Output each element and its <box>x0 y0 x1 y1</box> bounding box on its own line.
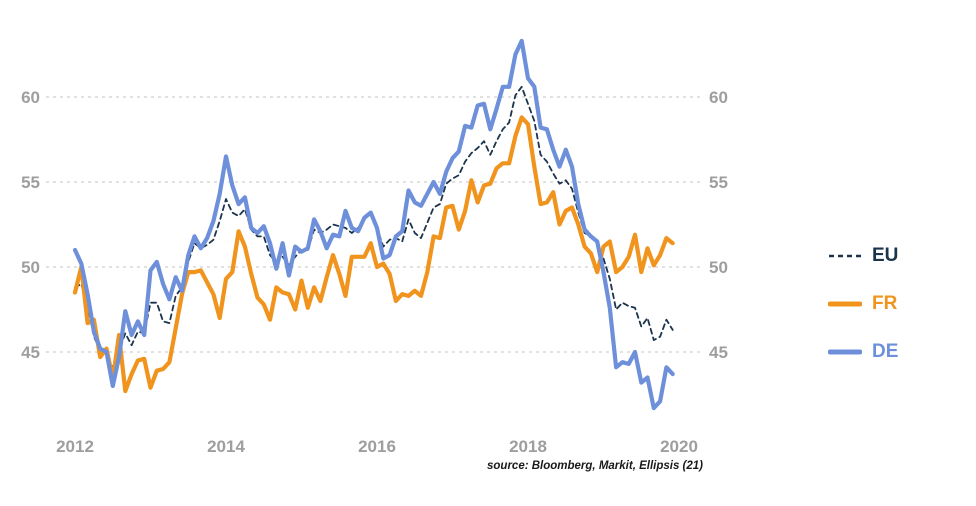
x-tick-label: 2016 <box>358 437 396 456</box>
source-note: source: Bloomberg, Markit, Ellipsis (21) <box>487 460 703 472</box>
x-tick-label: 2012 <box>56 437 94 456</box>
chart-svg: 45 45 50 50 55 55 60 60 2012 2014 2016 2018 2020 <box>21 38 728 456</box>
y-tick-label-right: 55 <box>709 173 728 192</box>
y-tick-label-right: 45 <box>709 343 728 362</box>
y-tick-label-left: 55 <box>21 173 40 192</box>
legend-label-fr: FR <box>872 293 898 314</box>
x-tick-label: 2018 <box>509 437 547 456</box>
y-tick-label-right: 60 <box>709 88 728 107</box>
legend-item-eu: EU <box>828 238 898 274</box>
legend-item-fr: FR <box>828 286 898 322</box>
x-tick-label: 2020 <box>660 437 698 456</box>
y-tick-label-left: 60 <box>21 88 40 107</box>
y-tick-label-right: 50 <box>709 258 728 277</box>
x-tick-label: 2014 <box>207 437 245 456</box>
legend-line-eu-icon <box>829 254 861 258</box>
series-line-fr <box>72 115 675 394</box>
legend-label-de: DE <box>872 341 899 362</box>
y-tick-label-left: 50 <box>21 258 40 277</box>
y-tick-label-left: 45 <box>21 343 40 362</box>
legend-label-eu: EU <box>872 245 899 266</box>
series-line-de <box>72 38 675 411</box>
line-chart: 45 45 50 50 55 55 60 60 2012 2014 2016 2018 2020 sou… <box>21 38 728 472</box>
legend-line-de-icon <box>828 349 862 355</box>
legend: EU FR DE <box>828 238 898 370</box>
legend-item-de: DE <box>828 334 898 370</box>
legend-line-fr-icon <box>828 301 862 307</box>
